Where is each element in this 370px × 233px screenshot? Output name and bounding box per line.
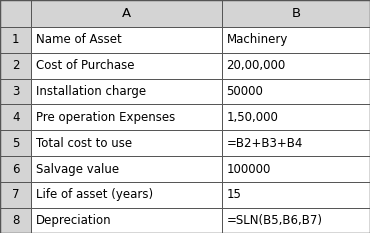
Bar — [0, 156, 31, 182]
Bar — [0, 208, 31, 233]
Text: 100000: 100000 — [226, 163, 271, 175]
Bar — [0, 27, 31, 53]
Text: Salvage value: Salvage value — [36, 163, 119, 175]
Text: 8: 8 — [12, 214, 19, 227]
Bar — [222, 0, 370, 27]
Bar — [222, 79, 370, 104]
Text: 7: 7 — [12, 188, 20, 201]
Bar — [31, 104, 222, 130]
Bar — [222, 27, 370, 53]
Text: Pre operation Expenses: Pre operation Expenses — [36, 111, 175, 124]
Bar — [222, 104, 370, 130]
Text: Installation charge: Installation charge — [36, 85, 146, 98]
Text: B: B — [292, 7, 300, 20]
Bar — [31, 0, 222, 27]
Bar — [31, 156, 222, 182]
Bar — [31, 182, 222, 208]
Text: Total cost to use: Total cost to use — [36, 137, 132, 150]
Text: 3: 3 — [12, 85, 19, 98]
Text: =SLN(B5,B6,B7): =SLN(B5,B6,B7) — [226, 214, 322, 227]
Bar — [222, 208, 370, 233]
Bar — [222, 53, 370, 79]
Bar — [0, 0, 31, 27]
Text: Depreciation: Depreciation — [36, 214, 111, 227]
Bar — [0, 130, 31, 156]
Text: 1,50,000: 1,50,000 — [226, 111, 278, 124]
Text: 6: 6 — [12, 163, 20, 175]
Text: =B2+B3+B4: =B2+B3+B4 — [226, 137, 303, 150]
Bar — [31, 79, 222, 104]
Bar — [222, 156, 370, 182]
Text: 4: 4 — [12, 111, 20, 124]
Text: Life of asset (years): Life of asset (years) — [36, 188, 153, 201]
Text: A: A — [122, 7, 131, 20]
Text: Name of Asset: Name of Asset — [36, 33, 122, 46]
Bar — [0, 79, 31, 104]
Text: Machinery: Machinery — [226, 33, 288, 46]
Text: 20,00,000: 20,00,000 — [226, 59, 286, 72]
Text: 1: 1 — [12, 33, 20, 46]
Bar — [31, 208, 222, 233]
Text: 2: 2 — [12, 59, 20, 72]
Bar — [222, 182, 370, 208]
Text: 5: 5 — [12, 137, 19, 150]
Bar — [0, 104, 31, 130]
Text: 15: 15 — [226, 188, 241, 201]
Bar — [31, 27, 222, 53]
Bar — [31, 130, 222, 156]
Bar — [31, 53, 222, 79]
Bar — [0, 53, 31, 79]
Bar — [0, 182, 31, 208]
Bar — [222, 130, 370, 156]
Text: Cost of Purchase: Cost of Purchase — [36, 59, 134, 72]
Text: 50000: 50000 — [226, 85, 263, 98]
